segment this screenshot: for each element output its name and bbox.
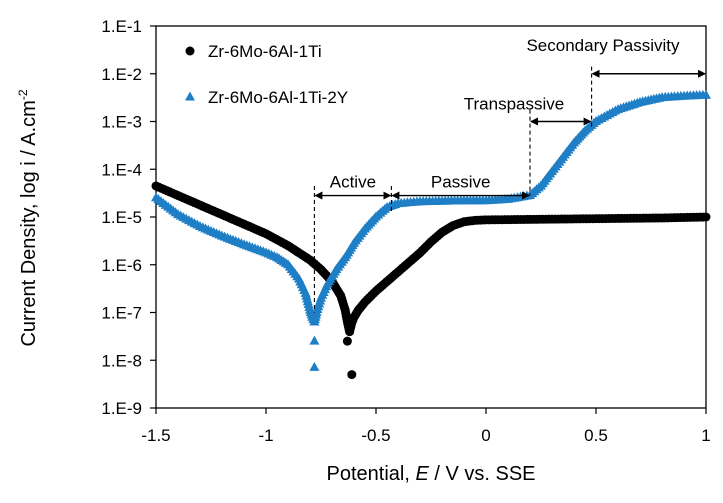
y-tick-label: 1.E-7 [101,304,142,323]
x-tick-label: -0.5 [361,426,390,445]
data-point-circle-outlier [347,370,357,380]
data-point-triangle [701,89,711,99]
active-label: Active [330,173,376,192]
y-tick-label: 1.E-2 [101,65,142,84]
y-tick-label: 1.E-5 [101,208,142,227]
legend-label-series-2: Zr-6Mo-6Al-1Ti-2Y [208,88,348,107]
legend-marker-triangle [185,91,195,101]
legend-label-series-1: Zr-6Mo-6Al-1Ti [208,42,322,61]
x-axis: -1.5 -1 -0.5 0 0.5 1 [141,408,711,445]
x-tick-label: 0.5 [584,426,608,445]
transpassive-label: Transpassive [464,95,564,114]
x-tick-label: -1 [258,426,273,445]
x-tick-label: 1 [701,426,710,445]
data-series [151,89,711,380]
y-tick-label: 1.E-4 [101,160,142,179]
y-tick-label: 1.E-9 [101,399,142,418]
y-tick-label: 1.E-6 [101,256,142,275]
y-tick-label: 1.E-3 [101,113,142,132]
y-tick-label: 1.E-1 [101,17,142,36]
y-axis-title: Current Density, log i / A.cm-2 [16,89,40,346]
data-point-triangle-outlier [309,361,320,371]
data-point-triangle-outlier [309,335,320,345]
passive-label: Passive [431,173,491,192]
x-tick-label: 0 [481,426,490,445]
y-tick-label: 1.E-8 [101,351,142,370]
x-tick-label: -1.5 [141,426,170,445]
legend: Zr-6Mo-6Al-1Ti Zr-6Mo-6Al-1Ti-2Y [185,42,348,107]
x-axis-title: Potential, E / V vs. SSE [327,463,536,485]
y-axis: 1.E-9 1.E-8 1.E-7 1.E-6 1.E-5 1.E-4 1.E-3 1.E-2… [101,17,156,418]
secondary-passivity-label: Secondary Passivity [526,36,680,55]
region-annotations: Active Passive Transpassive Secondary Passi… [313,36,706,313]
data-point-circle-outlier [342,336,352,346]
legend-marker-circle [185,46,195,56]
data-point-circle [701,212,711,222]
